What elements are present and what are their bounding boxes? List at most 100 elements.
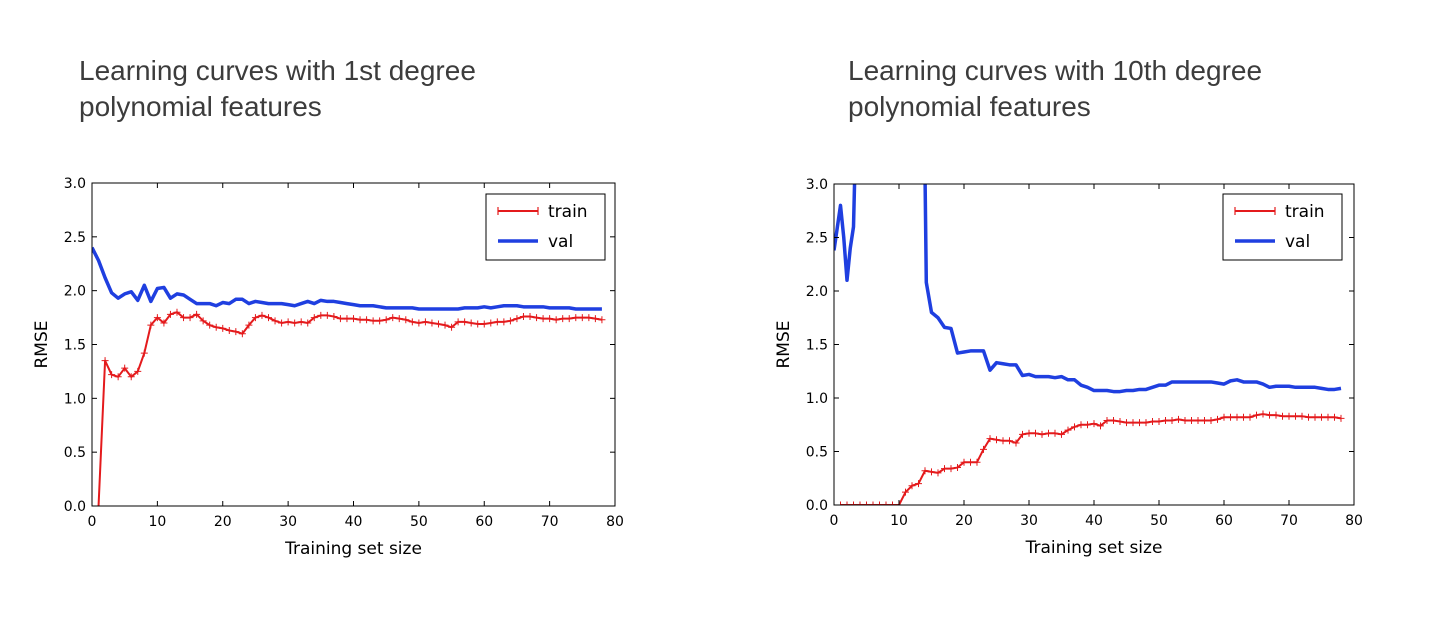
point-train xyxy=(376,317,384,325)
point-train xyxy=(474,320,482,328)
point-train xyxy=(493,318,501,326)
point-train xyxy=(297,318,305,326)
point-train xyxy=(160,319,168,327)
point-train xyxy=(1188,416,1195,424)
point-train xyxy=(902,488,909,496)
point-train xyxy=(598,316,606,324)
point-train xyxy=(232,328,240,336)
point-train xyxy=(258,311,266,319)
x-tick-label: 30 xyxy=(1020,513,1038,529)
x-axis-label: Training set size xyxy=(1025,538,1163,558)
y-tick-label: 0.0 xyxy=(64,499,86,515)
y-tick-label: 0.5 xyxy=(64,445,86,461)
point-train xyxy=(1220,413,1228,421)
chart-left: 0 10 20 30 40 50 60 70 80 0.0 0.5 1.0 1.5 2.0 2.5 3.0 Tr… xyxy=(32,176,624,559)
point-train xyxy=(467,319,475,327)
y-tick-label: 1.0 xyxy=(64,391,86,407)
point-train xyxy=(1194,416,1202,424)
point-train xyxy=(889,501,896,505)
y-tick-label: 1.5 xyxy=(64,338,86,354)
point-train xyxy=(101,357,109,365)
point-train xyxy=(1019,430,1026,438)
chart-title-left: Learning curves with 1st degree polynomi… xyxy=(79,53,476,125)
point-train xyxy=(153,314,161,322)
y-tick-label: 3.0 xyxy=(806,177,828,193)
point-train xyxy=(219,324,227,332)
x-tick-label: 20 xyxy=(214,514,232,530)
legend-label-val: val xyxy=(548,232,573,252)
point-train xyxy=(369,317,377,325)
point-train xyxy=(1259,410,1267,418)
point-train xyxy=(454,318,462,326)
point-train xyxy=(1032,429,1039,437)
point-train xyxy=(1279,412,1286,420)
legend: train val xyxy=(1222,193,1343,261)
point-train xyxy=(206,321,214,329)
x-tick-label: 30 xyxy=(279,514,297,530)
x-tick-label: 10 xyxy=(890,513,908,529)
point-train xyxy=(278,319,286,327)
point-train xyxy=(291,319,299,327)
point-train xyxy=(415,319,423,327)
point-train xyxy=(199,317,207,325)
point-train xyxy=(1318,413,1325,421)
point-train xyxy=(350,315,357,323)
point-train xyxy=(585,314,593,322)
point-train xyxy=(1136,419,1143,427)
point-train xyxy=(500,318,508,326)
point-train xyxy=(572,314,580,322)
point-train xyxy=(993,436,1000,444)
point-train xyxy=(363,316,371,324)
legend: train val xyxy=(485,193,606,261)
point-train xyxy=(1201,416,1208,424)
y-axis-label: RMSE xyxy=(32,320,52,368)
point-train xyxy=(434,320,442,328)
point-train xyxy=(1272,411,1280,419)
point-train xyxy=(134,367,142,375)
point-train xyxy=(921,467,929,475)
point-train xyxy=(95,502,103,506)
point-train xyxy=(1110,416,1117,424)
point-train xyxy=(147,321,155,329)
point-train xyxy=(1285,412,1293,420)
point-train xyxy=(330,313,338,321)
point-train xyxy=(1240,413,1247,421)
point-train xyxy=(1298,412,1306,420)
point-train xyxy=(1142,419,1150,427)
point-train xyxy=(421,318,429,326)
point-train xyxy=(519,313,527,321)
point-train xyxy=(1227,413,1234,421)
point-train xyxy=(441,321,449,329)
point-train xyxy=(1155,418,1163,426)
y-tick-label: 1.0 xyxy=(806,391,828,407)
point-train xyxy=(304,319,312,327)
point-train xyxy=(186,314,194,322)
x-tick-label: 70 xyxy=(541,514,559,530)
legend-label-train: train xyxy=(1285,202,1325,222)
point-train xyxy=(526,313,534,321)
point-train xyxy=(837,501,844,505)
point-train xyxy=(856,501,864,505)
point-train xyxy=(1207,416,1215,424)
point-train xyxy=(395,315,403,323)
point-train xyxy=(1253,411,1260,419)
point-train xyxy=(336,315,344,323)
y-tick-label: 2.0 xyxy=(64,284,86,300)
point-train xyxy=(1331,413,1338,421)
point-train xyxy=(284,318,292,326)
point-train xyxy=(1097,422,1104,430)
point-train xyxy=(343,315,351,323)
point-train xyxy=(960,458,968,466)
point-train xyxy=(480,320,488,328)
series-line-val xyxy=(834,184,1342,394)
point-train xyxy=(973,458,981,466)
point-train xyxy=(448,323,456,331)
point-train xyxy=(1168,416,1176,424)
point-train xyxy=(193,310,201,318)
point-train xyxy=(323,311,331,319)
point-train xyxy=(539,315,547,323)
point-train xyxy=(1123,419,1130,427)
point-train xyxy=(1311,413,1319,421)
point-train xyxy=(1149,418,1156,426)
point-train xyxy=(317,311,325,319)
